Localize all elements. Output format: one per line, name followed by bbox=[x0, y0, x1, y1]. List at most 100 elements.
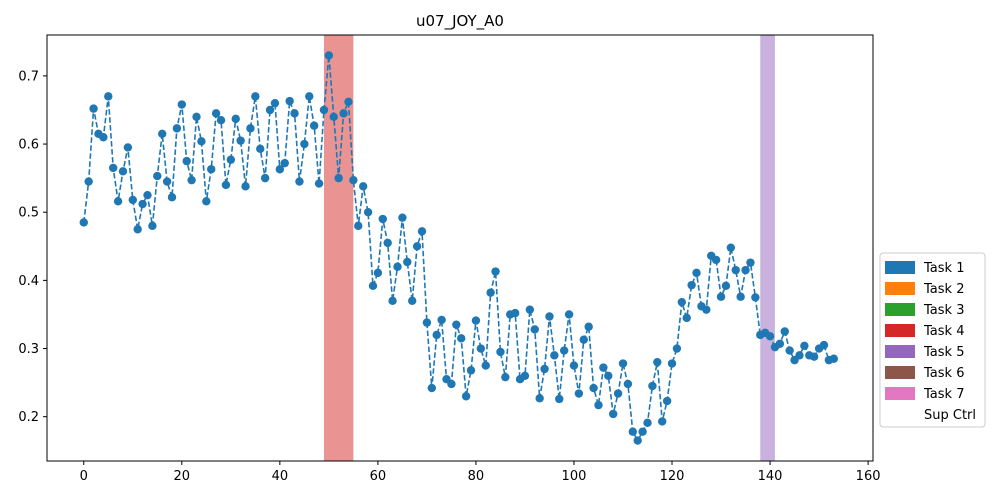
data-point bbox=[775, 339, 785, 348]
data-point bbox=[408, 296, 417, 306]
data-point bbox=[677, 297, 687, 307]
data-point bbox=[133, 225, 142, 234]
data-point bbox=[138, 199, 147, 209]
data-point bbox=[148, 221, 157, 231]
data-point bbox=[182, 156, 191, 166]
data-point bbox=[104, 92, 113, 101]
data-point bbox=[604, 371, 613, 380]
data-point bbox=[300, 139, 309, 149]
series-line bbox=[82, 55, 834, 443]
legend-swatch bbox=[885, 345, 915, 358]
x-tick-label: 140 bbox=[758, 469, 783, 484]
data-point bbox=[226, 155, 236, 164]
data-point bbox=[295, 177, 304, 186]
data-point bbox=[535, 394, 544, 403]
data-point bbox=[157, 129, 167, 139]
data-point bbox=[221, 180, 231, 190]
legend-swatch bbox=[885, 261, 915, 274]
data-point bbox=[662, 396, 672, 406]
data-point bbox=[309, 121, 319, 130]
data-point bbox=[319, 105, 329, 115]
data-point bbox=[545, 312, 554, 321]
data-point bbox=[501, 372, 510, 382]
x-tick-label: 0 bbox=[80, 469, 88, 484]
data-point bbox=[765, 332, 775, 341]
data-point bbox=[427, 383, 437, 393]
data-point bbox=[628, 427, 637, 436]
chart-title: u07_JOY_A0 bbox=[416, 12, 504, 31]
legend-swatch bbox=[885, 408, 915, 421]
data-point bbox=[251, 92, 260, 101]
data-point bbox=[187, 175, 196, 185]
data-point bbox=[358, 182, 368, 191]
data-point bbox=[167, 193, 177, 202]
data-point bbox=[829, 354, 838, 363]
data-point bbox=[368, 281, 378, 291]
data-point bbox=[785, 346, 794, 355]
data-point bbox=[99, 133, 108, 142]
data-point bbox=[653, 357, 662, 367]
data-point bbox=[354, 221, 363, 231]
data-point bbox=[579, 335, 588, 344]
data-point bbox=[574, 389, 584, 398]
legend: Task 1 Task 2 Task 3 Task 4 Task 5 Task 6 Task… bbox=[879, 252, 986, 428]
data-point bbox=[648, 381, 657, 391]
data-point bbox=[118, 167, 128, 176]
data-point bbox=[638, 427, 647, 436]
data-point bbox=[412, 242, 422, 251]
data-point bbox=[128, 195, 137, 205]
data-point bbox=[422, 318, 432, 327]
data-point bbox=[594, 400, 603, 410]
data-point bbox=[162, 177, 172, 186]
data-point bbox=[192, 112, 201, 121]
legend-label: Sup Ctrl bbox=[924, 408, 976, 423]
data-point bbox=[383, 238, 392, 248]
x-tick-label: 40 bbox=[272, 469, 289, 484]
legend-swatch bbox=[885, 303, 915, 316]
data-point bbox=[256, 144, 265, 154]
data-point bbox=[658, 417, 667, 426]
data-point bbox=[447, 379, 456, 389]
data-point bbox=[471, 316, 481, 325]
data-point bbox=[751, 293, 760, 302]
data-point bbox=[608, 409, 618, 419]
y-tick-label: 0.2 bbox=[18, 410, 39, 425]
data-point bbox=[265, 105, 275, 115]
data-point bbox=[246, 124, 255, 133]
data-point bbox=[314, 179, 324, 188]
data-point bbox=[79, 218, 88, 227]
data-point bbox=[89, 104, 98, 113]
data-point bbox=[280, 158, 289, 168]
data-point bbox=[540, 364, 549, 374]
data-point bbox=[819, 340, 829, 350]
data-point bbox=[711, 255, 721, 265]
data-point bbox=[270, 98, 280, 108]
legend-swatch bbox=[885, 387, 915, 400]
data-point bbox=[584, 322, 593, 331]
data-point bbox=[143, 190, 152, 200]
data-point bbox=[344, 97, 353, 106]
data-point bbox=[520, 371, 530, 380]
y-tick-label: 0.7 bbox=[18, 69, 39, 84]
data-point bbox=[398, 213, 407, 222]
data-point bbox=[481, 361, 490, 370]
data-point bbox=[486, 288, 495, 297]
data-point bbox=[172, 124, 182, 133]
y-tick-label: 0.3 bbox=[18, 342, 39, 357]
data-point bbox=[339, 109, 348, 118]
data-point bbox=[113, 197, 123, 206]
data-point bbox=[809, 352, 819, 361]
data-point bbox=[432, 330, 441, 340]
data-point bbox=[202, 197, 211, 206]
data-point bbox=[633, 436, 642, 445]
data-point bbox=[275, 165, 285, 174]
data-point bbox=[510, 308, 520, 318]
data-point bbox=[231, 114, 240, 124]
data-point bbox=[795, 351, 804, 360]
legend-label: Task 6 bbox=[923, 366, 964, 381]
x-tick-label: 120 bbox=[660, 469, 685, 484]
data-point bbox=[741, 265, 750, 275]
legend-frame bbox=[879, 252, 986, 428]
